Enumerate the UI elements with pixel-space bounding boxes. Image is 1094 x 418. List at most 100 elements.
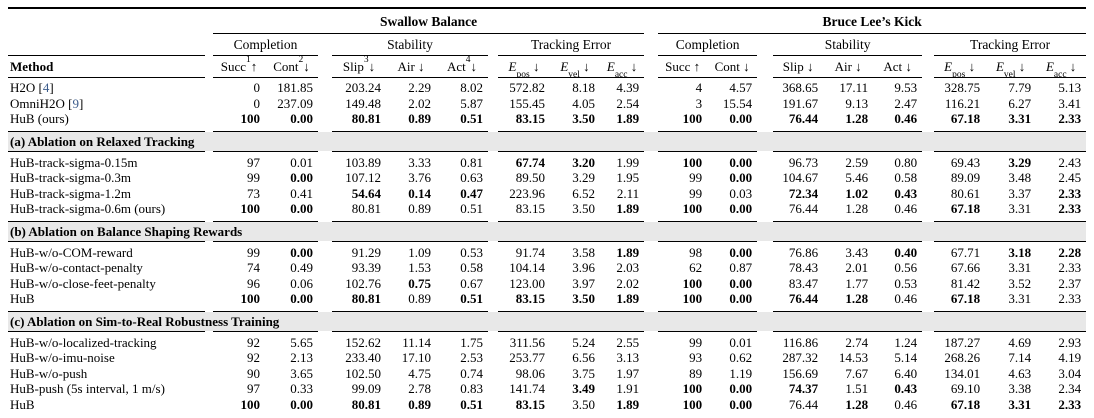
- cell-succ-task2: 4: [695, 80, 703, 95]
- cell-air-task1: 0.89: [386, 201, 436, 222]
- col-header-e-vel-task2: Evel ↓: [985, 56, 1037, 78]
- table-row: HuB-w/o-COM-reward 99 0.00 91.29 1.09 0.53 91.…: [8, 240, 1087, 261]
- cell-succ-task1: 97: [213, 150, 265, 171]
- citation-link[interactable]: 9: [72, 95, 79, 111]
- group-header-stability: Stability: [773, 34, 923, 56]
- cell-e-pos-task1: 311.56: [498, 330, 550, 351]
- method-cell: HuB: [8, 291, 205, 312]
- cell-succ-task2: 93: [689, 350, 703, 365]
- cell-air-task2: 3.43: [823, 240, 874, 261]
- method-name: HuB: [10, 291, 35, 306]
- cell-act-task1: 0.58: [460, 260, 483, 275]
- column-gap: [205, 350, 213, 366]
- method-name: HuB-push (5s interval, 1 m/s): [10, 381, 165, 396]
- method-cell: HuB-track-sigma-0.6m (ours): [8, 201, 205, 222]
- column-gap: [488, 276, 498, 292]
- cell-e-acc-task2: 2.33: [1058, 396, 1082, 412]
- cell-e-acc-task2: 2.33: [1036, 291, 1087, 312]
- column-gap: [644, 381, 658, 397]
- column-gap: [644, 56, 658, 78]
- cell-slip-task1: 233.40: [345, 350, 381, 365]
- cell-e-acc-task1: 3.13: [616, 350, 640, 365]
- cell-slip-task2: 76.86: [773, 240, 824, 261]
- cell-slip-task2: 76.44: [773, 201, 824, 222]
- cell-air-task2: 2.74: [823, 330, 874, 351]
- cell-act-task1: 0.81: [436, 150, 488, 171]
- column-gap: [922, 34, 934, 56]
- method-column-blank: [8, 34, 205, 56]
- cell-cont-task2: 0.00: [707, 291, 758, 312]
- cell-slip-task2: 368.65: [782, 80, 819, 95]
- column-gap: [318, 151, 332, 171]
- cell-e-acc-task2: 2.37: [1058, 275, 1082, 291]
- column-gap: [205, 366, 213, 382]
- cell-air-task1: 3.76: [408, 170, 431, 185]
- cell-succ-task1: 100: [213, 291, 265, 312]
- method-cell: HuB-push (5s interval, 1 m/s): [8, 381, 205, 397]
- method-name: HuB-w/o-localized-tracking: [10, 334, 157, 350]
- cell-e-pos-task1: 253.77: [509, 350, 545, 365]
- cell-e-vel-task1: 3.29: [572, 170, 595, 185]
- cell-e-vel-task2: 3.31: [1008, 396, 1032, 412]
- cell-act-task2: 0.53: [894, 275, 918, 291]
- cell-slip-task1: 54.64: [351, 185, 381, 201]
- cell-act-task1: 0.51: [436, 291, 488, 312]
- cell-e-pos-task1: 83.15: [498, 111, 550, 132]
- column-gap: [644, 111, 658, 132]
- cell-e-acc-task1: 1.91: [616, 381, 640, 396]
- cell-slip-task1: 91.29: [332, 240, 386, 261]
- cell-act-task1: 0.51: [436, 201, 488, 222]
- cell-succ-task2: 100: [682, 381, 703, 396]
- column-gap: [488, 186, 498, 202]
- column-gap: [318, 201, 332, 222]
- cell-cont-task2: 0.00: [707, 240, 758, 261]
- cell-cont-task2: 15.54: [722, 95, 753, 111]
- cell-slip-task2: 74.37: [788, 381, 819, 396]
- column-gap: [757, 331, 773, 351]
- citation-link[interactable]: 4: [42, 80, 50, 95]
- column-gap: [644, 34, 658, 56]
- cell-air-task1: 17.10: [401, 350, 431, 365]
- column-gap: [757, 56, 773, 78]
- cell-e-pos-task2: 67.18: [934, 291, 986, 312]
- cell-slip-task2: 156.69: [782, 365, 819, 381]
- cell-slip-task1: 107.12: [345, 170, 381, 185]
- cell-succ-task2: 100: [658, 201, 708, 222]
- cell-cont-task2: 0.00: [729, 275, 753, 291]
- cell-e-pos-task1: 67.74: [498, 150, 550, 171]
- column-gap: [644, 331, 658, 351]
- cell-cont-task1: 0.33: [290, 381, 313, 396]
- corner-blank: [8, 9, 205, 34]
- table-row: HuB-w/o-imu-noise 92 2.13 233.40 17.10 2.53 25…: [8, 350, 1086, 366]
- table-row: HuB-w/o-contact-penalty 74 0.49 93.39 1.53 0.…: [8, 260, 1086, 276]
- column-gap: [644, 276, 658, 292]
- column-gap: [922, 241, 934, 261]
- column-gap: [644, 366, 658, 382]
- col-header-slip-task2: Slip ↓: [773, 56, 824, 78]
- cell-cont-task2: 0.00: [707, 201, 758, 222]
- cell-succ-task2: 89: [689, 365, 703, 381]
- column-gap: [757, 78, 773, 96]
- cell-act-task2: 5.14: [894, 350, 918, 365]
- section-band-row: (b) Ablation on Balance Shaping Rewards: [8, 221, 1087, 241]
- method-cell: HuB-track-sigma-1.2m: [8, 186, 205, 202]
- column-gap: [757, 170, 773, 186]
- cell-e-vel-task1: 3.20: [550, 150, 600, 171]
- col-header-succ-task2: Succ ↑: [658, 56, 708, 78]
- cell-slip-task2: 76.44: [773, 291, 824, 312]
- cell-e-acc-task1: 4.39: [616, 80, 640, 95]
- group-header-row: Completion Stability Tracking Error Comp…: [8, 34, 1087, 56]
- table-row: HuB 100 0.00 80.81 0.89 0.51 83.15 3.50 1.89 100 0…: [8, 397, 1086, 413]
- cell-e-pos-task1: 89.50: [515, 170, 545, 185]
- cell-e-acc-task2: 2.33: [1058, 260, 1082, 275]
- cell-air-task1: 2.29: [408, 80, 431, 95]
- column-gap: [757, 111, 773, 132]
- table-row: HuB-push (5s interval, 1 m/s) 97 0.33 99.09…: [8, 381, 1086, 397]
- cell-e-pos-task2: 328.75: [944, 80, 981, 95]
- col-header-cont-task1: Cont2↓: [265, 56, 318, 78]
- cell-air-task1: 3.33: [386, 150, 436, 171]
- column-gap: [205, 241, 213, 261]
- method-cell: HuB-w/o-push: [8, 366, 205, 382]
- col-header-e-vel-task1: Evel ↓: [550, 56, 600, 78]
- cell-e-pos-task1: 83.15: [498, 291, 550, 312]
